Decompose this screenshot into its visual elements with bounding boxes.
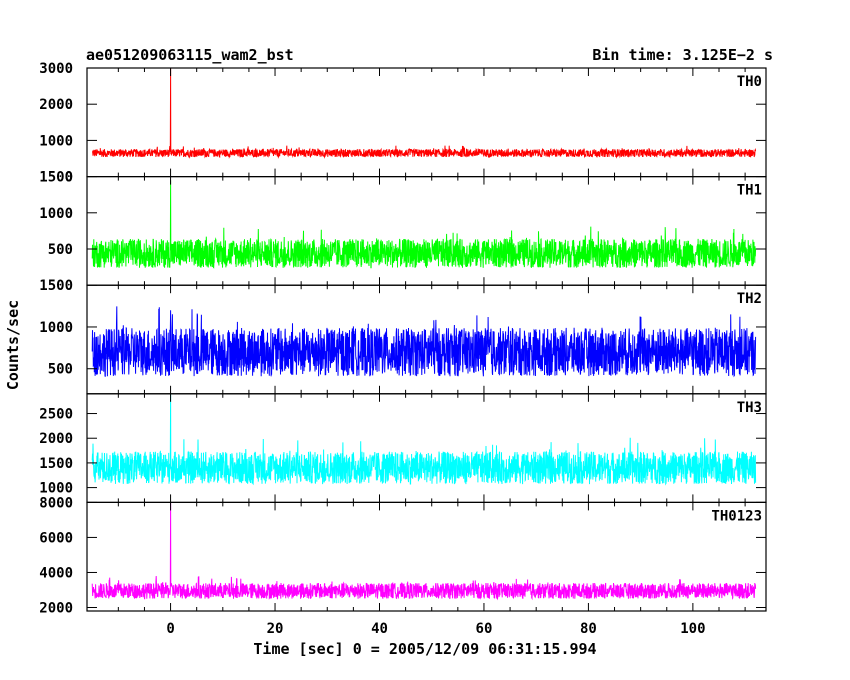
series-th3: [91, 393, 757, 486]
y-tick-label: 1000: [39, 133, 73, 149]
y-tick-label: 1500: [39, 456, 73, 472]
y-tick-label: 1000: [39, 481, 73, 497]
series-th0123: [91, 502, 757, 601]
panel-label-th2: TH2: [737, 291, 762, 307]
chart-title: ae051209063115_wam2_bst: [86, 46, 294, 64]
panel-frame-th3: [86, 393, 767, 503]
x-tick-label: 40: [371, 621, 388, 637]
panel-frame-th0: [86, 67, 767, 178]
y-tick-label: 6000: [39, 530, 73, 546]
y-tick-label: 1000: [39, 206, 73, 222]
y-tick-label: 4000: [39, 565, 73, 581]
y-tick-label: 500: [48, 242, 73, 258]
x-tick-label: 80: [580, 621, 597, 637]
x-tick-label: 60: [476, 621, 493, 637]
y-tick-label: 2000: [39, 97, 73, 113]
y-tick-label: 2000: [39, 600, 73, 616]
y-tick-label: 8000: [39, 495, 73, 511]
y-tick-label: 0: [65, 170, 73, 186]
y-tick-label: 1000: [39, 320, 73, 336]
panel-label-th0: TH0: [737, 74, 762, 90]
panels: TH01000200030000TH150010001500TH25001000…: [39, 61, 767, 637]
y-tick-label: 1500: [39, 278, 73, 294]
y-tick-label: 2000: [39, 431, 73, 447]
series-th1: [91, 180, 757, 269]
panel-label-th1: TH1: [737, 183, 762, 199]
x-tick-label: 20: [267, 621, 284, 637]
bin-time-label: Bin time: 3.125E−2 s: [592, 46, 773, 64]
series-th0: [91, 67, 757, 159]
y-tick-label: 500: [48, 362, 73, 378]
y-tick-label: 1500: [39, 170, 73, 186]
y-axis-label: Counts/sec: [4, 300, 22, 390]
panel-label-th0123: TH0123: [711, 508, 762, 524]
panel-frame-th1: [86, 176, 767, 286]
series-th2: [91, 306, 757, 378]
y-tick-label: 3000: [39, 61, 73, 77]
x-tick-label: 0: [166, 621, 174, 637]
panel-label-th3: TH3: [737, 400, 762, 416]
panel-frame-th0123: [86, 501, 767, 612]
x-tick-label: 100: [680, 621, 705, 637]
y-tick-label: 2500: [39, 407, 73, 423]
x-axis-label: Time [sec] 0 = 2005/12/09 06:31:15.994: [253, 640, 596, 658]
